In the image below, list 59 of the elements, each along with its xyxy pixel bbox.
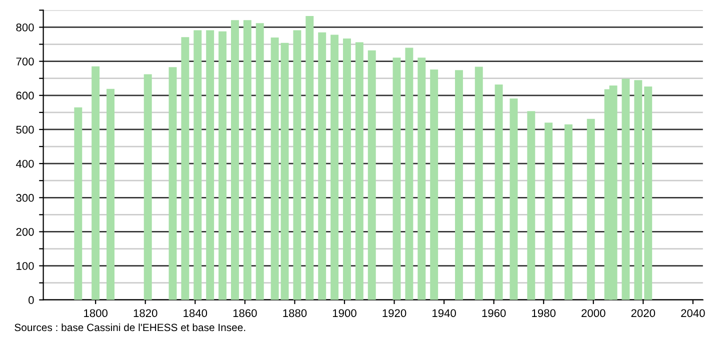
x-tick-label: 1820 xyxy=(134,309,158,318)
bar xyxy=(474,66,483,300)
bar xyxy=(368,50,376,300)
bar xyxy=(510,98,518,300)
bar xyxy=(306,16,314,300)
bar xyxy=(644,86,652,300)
x-tick-label: 1900 xyxy=(332,309,356,318)
bar xyxy=(634,80,642,300)
bar xyxy=(318,32,326,300)
x-tick-label: 1940 xyxy=(432,309,456,318)
bar xyxy=(270,37,279,300)
bar xyxy=(74,107,82,300)
x-tick-label: 1980 xyxy=(532,309,556,318)
bar xyxy=(586,118,595,300)
bar xyxy=(181,37,190,300)
y-tick-label: 700 xyxy=(16,58,34,66)
bar xyxy=(430,70,438,300)
bar xyxy=(256,23,264,300)
bar xyxy=(92,66,100,300)
bar xyxy=(206,30,214,300)
x-tick-label: 1880 xyxy=(283,309,307,318)
x-tick-label: 1840 xyxy=(184,309,208,318)
bar xyxy=(355,42,364,300)
y-tick-label: 100 xyxy=(16,262,34,270)
y-tick-label: 800 xyxy=(16,24,34,32)
bar xyxy=(544,122,553,300)
bar xyxy=(218,31,226,300)
x-tick-label: 2040 xyxy=(681,309,705,318)
x-tick-label: 1920 xyxy=(382,309,406,318)
bar xyxy=(392,58,401,300)
x-tick-label: 1960 xyxy=(482,309,506,318)
bar xyxy=(194,30,202,300)
bar xyxy=(622,78,630,300)
bar xyxy=(243,20,252,300)
bar xyxy=(168,67,177,300)
bar xyxy=(280,42,289,300)
bar xyxy=(405,48,414,300)
bar xyxy=(330,34,339,300)
bar xyxy=(454,70,463,300)
bar xyxy=(342,38,351,300)
bar xyxy=(106,88,114,300)
y-tick-label: 600 xyxy=(16,92,34,100)
bar xyxy=(293,30,302,300)
y-tick-label: 400 xyxy=(16,160,34,168)
bar xyxy=(230,20,239,300)
bar xyxy=(494,84,503,300)
bar xyxy=(144,74,152,300)
x-tick-label: 1800 xyxy=(84,309,108,318)
y-tick-label: 0 xyxy=(28,296,34,304)
bar xyxy=(564,124,572,300)
bar xyxy=(418,58,426,300)
y-tick-label: 300 xyxy=(16,194,34,202)
y-tick-label: 200 xyxy=(16,228,34,236)
bar xyxy=(527,111,536,300)
x-tick-label: 2020 xyxy=(631,309,656,318)
source-note: Sources : base Cassini de l'EHESS et base Insee. xyxy=(14,323,246,332)
y-tick-label: 500 xyxy=(16,126,34,134)
x-tick-label: 1860 xyxy=(233,309,257,318)
x-tick-label: 2000 xyxy=(582,309,606,318)
